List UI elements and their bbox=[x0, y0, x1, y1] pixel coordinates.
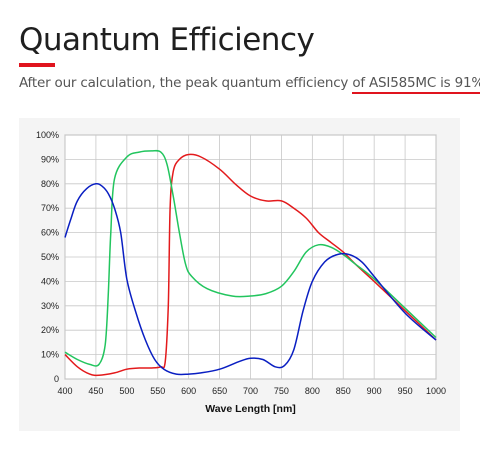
title-underline bbox=[19, 63, 55, 67]
x-tick-label: 600 bbox=[181, 386, 196, 396]
subtitle: After our calculation, the peak quantum … bbox=[19, 75, 480, 94]
y-tick-label: 60% bbox=[41, 228, 59, 238]
subtitle-highlight: of ASI585MC is 91% bbox=[352, 75, 480, 94]
y-tick-label: 80% bbox=[41, 179, 59, 189]
x-tick-label: 550 bbox=[150, 386, 165, 396]
grid bbox=[64, 134, 437, 380]
x-tick-label: 850 bbox=[336, 386, 351, 396]
subtitle-prefix: After our calculation, the peak quantum … bbox=[19, 75, 353, 91]
y-tick-label: 100% bbox=[36, 130, 59, 140]
x-tick-label: 700 bbox=[243, 386, 258, 396]
y-tick-label: 20% bbox=[41, 325, 59, 335]
x-tick-labels: 400 450 500 550 600 650 700 750 800 850 900 950 1000 bbox=[57, 386, 446, 396]
series-line-1 bbox=[64, 153, 437, 377]
x-tick-label: 500 bbox=[119, 386, 134, 396]
y-tick-label: 40% bbox=[41, 276, 59, 286]
page-title: Quantum Efficiency bbox=[19, 22, 315, 58]
y-tick-label: 90% bbox=[41, 154, 59, 164]
y-tick-labels: 0 10% 20% 30% 40% 50% 60% 70% 80% 90% 100% bbox=[36, 130, 59, 384]
y-tick-label: 50% bbox=[41, 252, 59, 262]
y-tick-label: 70% bbox=[41, 203, 59, 213]
y-tick-label: 0 bbox=[54, 374, 59, 384]
series bbox=[64, 149, 437, 377]
x-tick-label: 800 bbox=[305, 386, 320, 396]
x-tick-label: 650 bbox=[212, 386, 227, 396]
series-line-3 bbox=[64, 182, 437, 376]
series-line-2 bbox=[64, 149, 437, 367]
x-tick-label: 950 bbox=[398, 386, 413, 396]
y-tick-label: 10% bbox=[41, 350, 59, 360]
x-tick-label: 450 bbox=[88, 386, 103, 396]
y-tick-label: 30% bbox=[41, 301, 59, 311]
x-tick-label: 400 bbox=[57, 386, 72, 396]
x-tick-label: 1000 bbox=[426, 386, 446, 396]
x-axis-label: Wave Length [nm] bbox=[205, 403, 296, 415]
x-tick-label: 900 bbox=[367, 386, 382, 396]
x-tick-label: 750 bbox=[274, 386, 289, 396]
